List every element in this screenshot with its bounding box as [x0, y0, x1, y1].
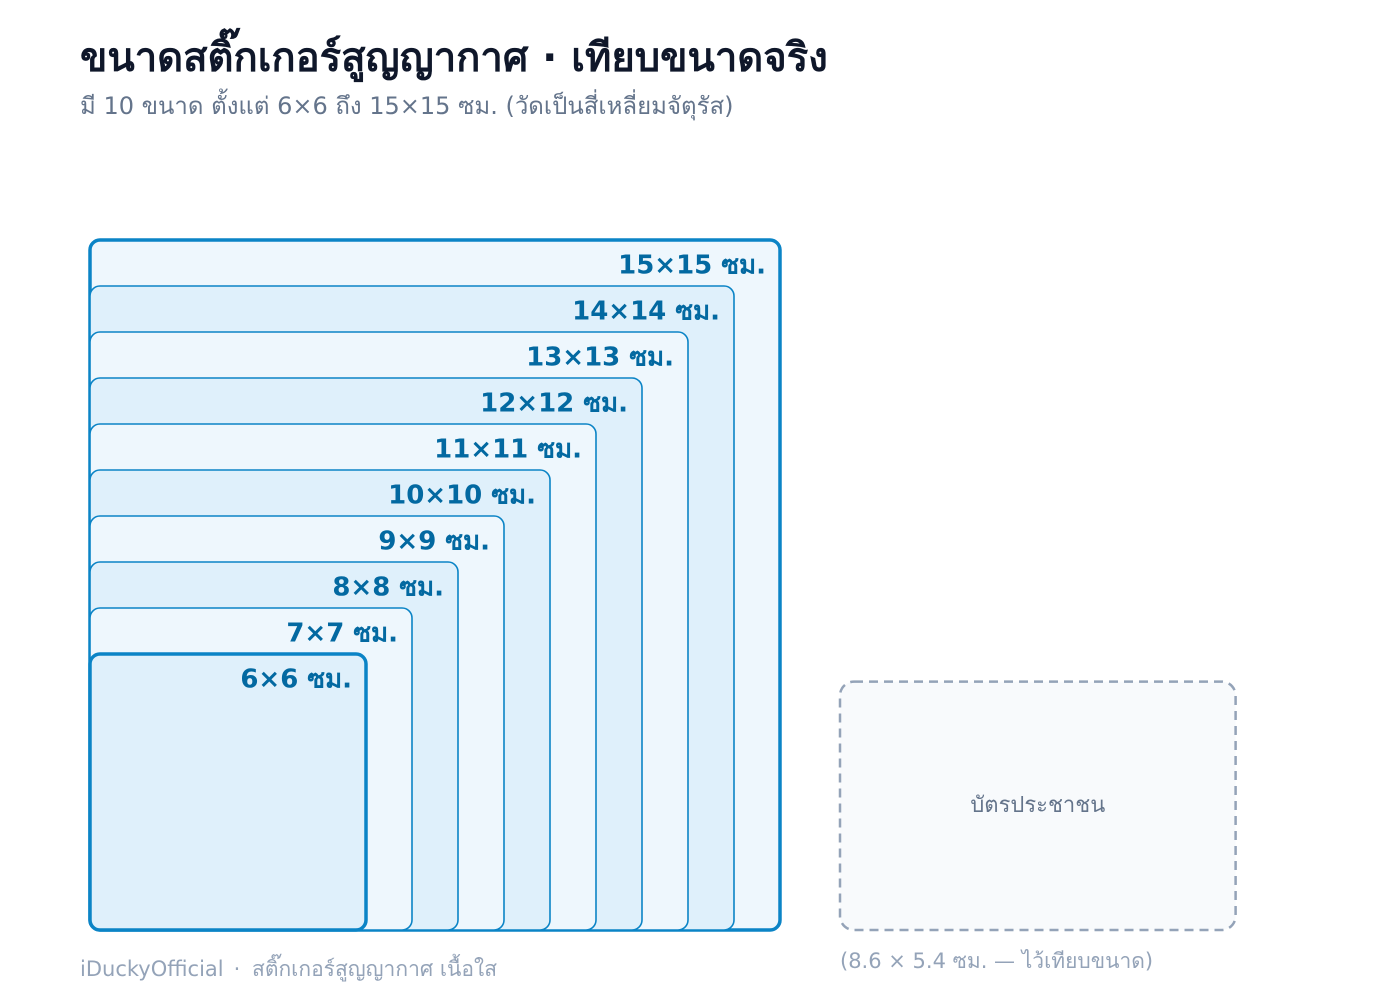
card-note: (8.6 × 5.4 ซม. — ไว้เทียบขนาด) — [840, 949, 1153, 973]
size-label: 9×9 ซม. — [378, 527, 490, 557]
size-label: 10×10 ซม. — [388, 481, 536, 511]
subtitle: มี 10 ขนาด ตั้งแต่ 6×6 ถึง 15×15 ซม. (วั… — [80, 88, 734, 121]
size-squares: 15×15 ซม. 14×14 ซม. 13×13 ซม. 12×12 ซม. 11×1… — [88, 238, 782, 932]
size-label: 8×8 ซม. — [332, 573, 444, 603]
title: ขนาดสติ๊กเกอร์สูญญากาศ · เทียบขนาดจริง — [80, 28, 828, 82]
card-outline — [838, 680, 1237, 932]
size-label: 7×7 ซม. — [286, 619, 398, 649]
footer-brand: iDuckyOfficial — [80, 957, 224, 981]
size-square — [88, 652, 368, 932]
size-label: 11×11 ซม. — [434, 435, 582, 465]
card-label: บัตรประชาชน — [970, 793, 1105, 818]
size-label: 13×13 ซม. — [526, 343, 674, 373]
size-label: 14×14 ซม. — [572, 297, 720, 327]
footer-product: สติ๊กเกอร์สูญญากาศ เนื้อใส — [252, 953, 497, 982]
separator: · — [234, 957, 241, 981]
size-label: 12×12 ซม. — [480, 389, 628, 419]
size-label: 15×15 ซม. — [618, 251, 766, 281]
id-card: บัตรประชาชน (8.6 × 5.4 ซม. — ไว้เทียบขนาด… — [838, 680, 1237, 973]
size-label: 6×6 ซม. — [240, 665, 352, 695]
